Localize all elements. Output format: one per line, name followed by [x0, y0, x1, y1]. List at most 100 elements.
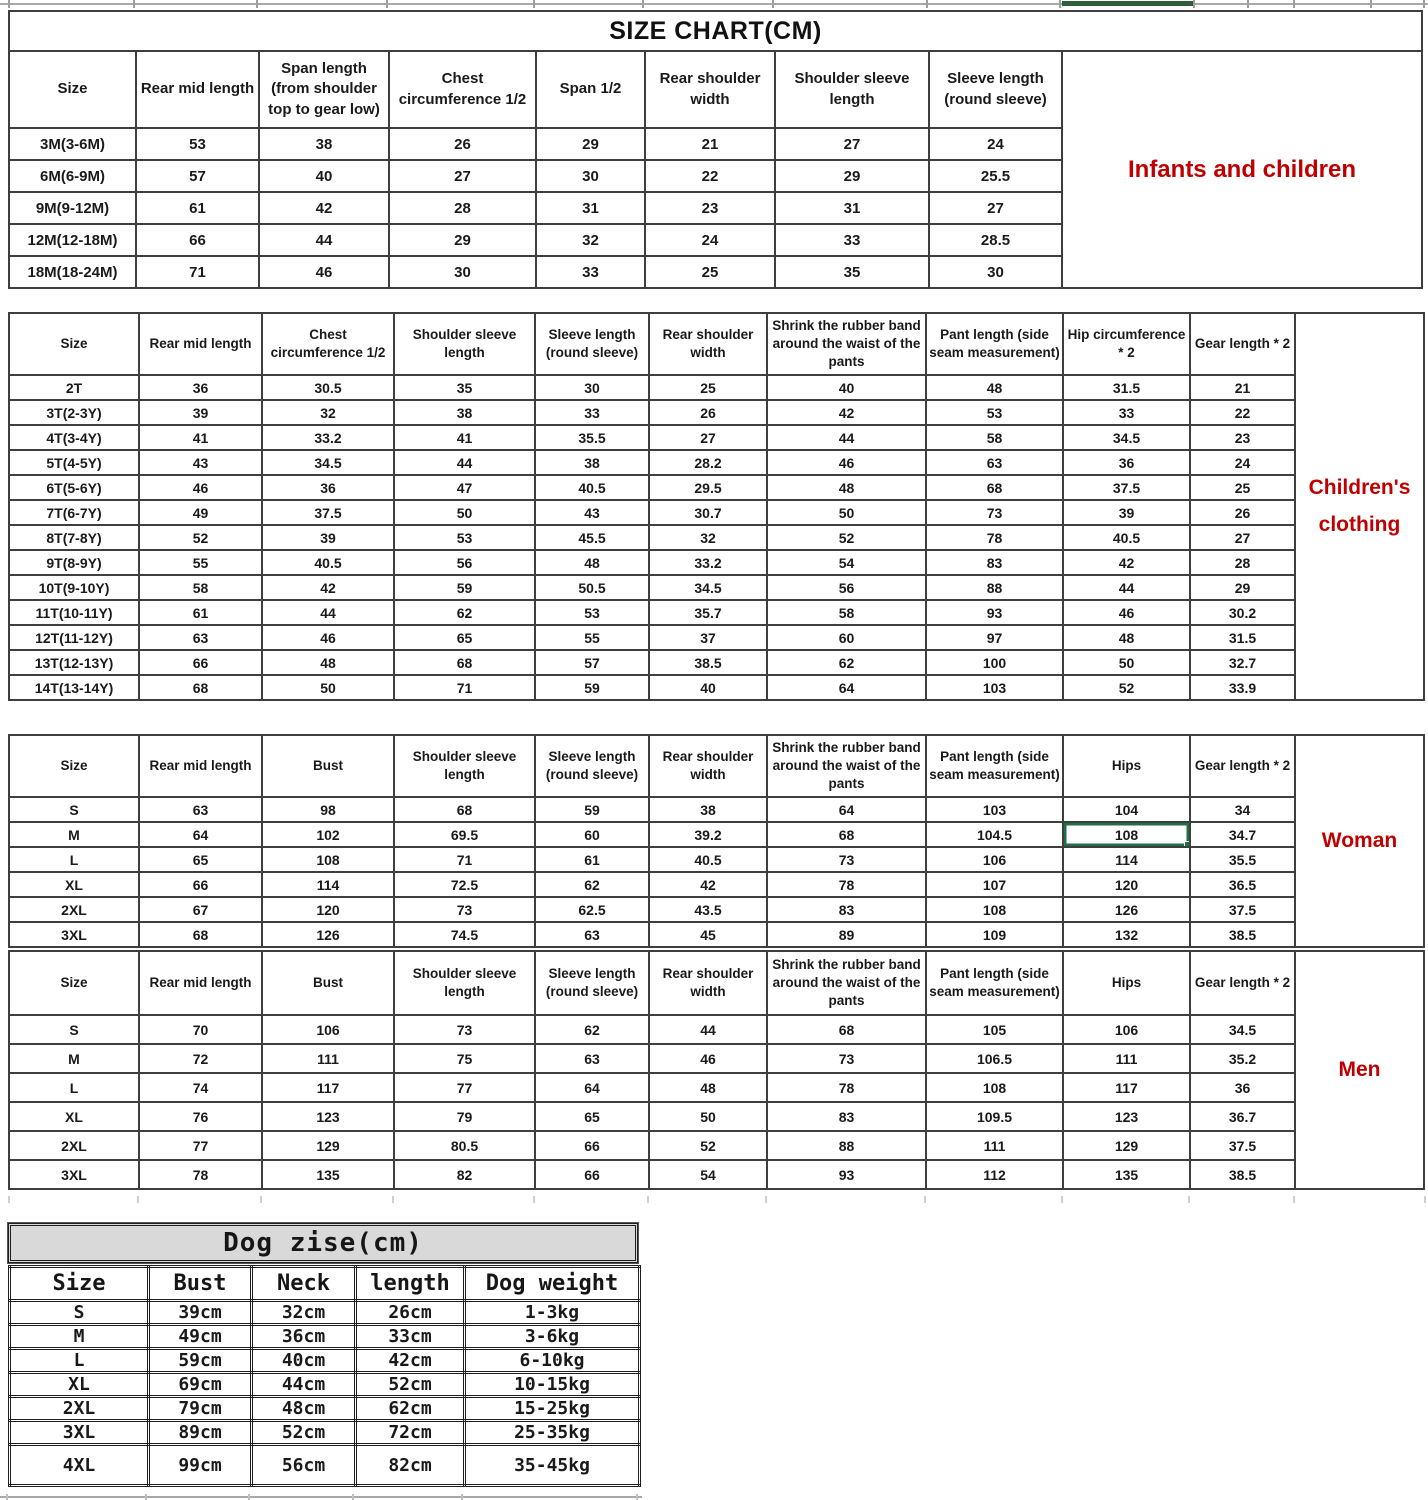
value-cell: 40cm — [250, 1347, 357, 1374]
value-cell: 44 — [261, 599, 395, 626]
value-cell: 38.5 — [648, 649, 768, 676]
gridline-tick — [533, 0, 535, 8]
value-cell: 37.5 — [261, 499, 395, 526]
value-cell: 21 — [644, 127, 776, 161]
table-row: S 70 106 73 62 44 68 105 106 34.5 — [8, 1014, 1296, 1045]
value-cell: 32 — [648, 524, 768, 551]
value-cell: 111 — [925, 1130, 1064, 1161]
table-row: S 63 98 68 59 38 64 103 104 34 — [8, 796, 1296, 823]
value-cell: 36 — [261, 474, 395, 501]
selected-cell: 108 — [1062, 821, 1191, 848]
size-cell: XL — [8, 1371, 150, 1398]
value-cell: 71 — [135, 255, 260, 289]
value-cell: 69.5 — [393, 821, 536, 848]
value-cell: 53 — [135, 127, 260, 161]
value-cell: 45 — [648, 921, 768, 948]
value-cell: 106.5 — [925, 1043, 1064, 1074]
value-cell: 120 — [261, 896, 395, 923]
value-cell: 40 — [766, 374, 927, 401]
value-cell: 32 — [535, 223, 646, 257]
table-row: 4T(3-4Y) 41 33.2 41 35.5 27 44 58 34.5 23 — [8, 424, 1296, 451]
value-cell: 50 — [766, 499, 927, 526]
value-cell: 74.5 — [393, 921, 536, 948]
value-cell: 105 — [925, 1014, 1064, 1045]
value-cell: 29 — [1189, 574, 1296, 601]
column-header: Span 1/2 — [535, 50, 646, 129]
size-cell: 9T(8-9Y) — [8, 549, 140, 576]
value-cell: 53 — [534, 599, 650, 626]
size-cell: 6M(6-9M) — [8, 159, 137, 193]
gridline-tick — [145, 1494, 147, 1500]
value-cell: 70 — [138, 1014, 263, 1045]
value-cell: 60 — [534, 821, 650, 848]
column-header: length — [354, 1265, 466, 1302]
value-cell: 61 — [534, 846, 650, 873]
value-cell: 106 — [261, 1014, 395, 1045]
value-cell: 77 — [393, 1072, 536, 1103]
value-cell: 31 — [535, 191, 646, 225]
value-cell: 54 — [766, 549, 927, 576]
children-table-container: Size Rear mid length Chest circumference 1… — [8, 312, 1296, 701]
value-cell: 10-15kg — [463, 1371, 641, 1398]
value-cell: 40 — [258, 159, 390, 193]
gridline-tick — [1188, 1196, 1190, 1203]
value-cell: 27 — [388, 159, 537, 193]
value-cell: 65 — [138, 846, 263, 873]
value-cell: 48 — [534, 549, 650, 576]
size-cell: 10T(9-10Y) — [8, 574, 140, 601]
infants-table: Size Rear mid length Span length (from sho… — [8, 50, 1063, 289]
value-cell: 76 — [138, 1101, 263, 1132]
gridline-tick — [642, 0, 644, 8]
value-cell: 72cm — [354, 1419, 466, 1446]
value-cell: 34.5 — [648, 574, 768, 601]
size-cell: L — [8, 846, 140, 873]
value-cell: 65 — [393, 624, 536, 651]
value-cell: 83 — [925, 549, 1064, 576]
value-cell: 100 — [925, 649, 1064, 676]
woman-table-container: Size Rear mid length Bust Shoulder sleeve l… — [8, 734, 1296, 948]
table-row: 12M(12-18M) 66 44 29 32 24 33 28.5 — [8, 223, 1063, 257]
value-cell: 98 — [261, 796, 395, 823]
column-header: Rear shoulder width — [648, 734, 768, 798]
sheet-top-gridline-strip — [0, 0, 1428, 9]
value-cell: 28.5 — [928, 223, 1063, 257]
column-header: Pant length (side seam measurement) — [925, 734, 1064, 798]
value-cell: 64 — [766, 674, 927, 701]
value-cell: 89 — [766, 921, 927, 948]
value-cell: 36 — [1189, 1072, 1296, 1103]
value-cell: 40.5 — [261, 549, 395, 576]
value-cell: 56 — [766, 574, 927, 601]
column-header: Shrink the rubber band around the waist … — [766, 950, 927, 1016]
value-cell: 46 — [648, 1043, 768, 1074]
value-cell: 111 — [261, 1043, 395, 1074]
value-cell: 30.5 — [261, 374, 395, 401]
value-cell: 120 — [1062, 871, 1191, 898]
table-row: M 64 102 69.5 60 39.2 68 104.5 108 34.7 — [8, 821, 1296, 848]
column-header: Shoulder sleeve length — [393, 312, 536, 376]
green-cell-fragment — [1062, 1, 1193, 6]
value-cell: 15-25kg — [463, 1395, 641, 1422]
value-cell: 35-45kg — [463, 1443, 641, 1487]
column-header: Rear mid length — [135, 50, 260, 129]
value-cell: 31.5 — [1062, 374, 1191, 401]
value-cell: 88 — [925, 574, 1064, 601]
value-cell: 69cm — [147, 1371, 253, 1398]
gridline-tick — [133, 0, 135, 8]
value-cell: 67 — [138, 896, 263, 923]
value-cell: 30 — [535, 159, 646, 193]
value-cell: 40 — [648, 674, 768, 701]
size-cell: 3XL — [8, 1159, 140, 1190]
value-cell: 68 — [393, 649, 536, 676]
size-cell: 3XL — [8, 921, 140, 948]
dog-table: Size Bust Neck length Dog weight S 39cm 32cm 26c… — [8, 1265, 641, 1487]
value-cell: 123 — [261, 1101, 395, 1132]
value-cell: 28.2 — [648, 449, 768, 476]
value-cell: 3-6kg — [463, 1323, 641, 1350]
table-row: L 74 117 77 64 48 78 108 117 36 — [8, 1072, 1296, 1103]
value-cell: 44 — [1062, 574, 1191, 601]
value-cell: 37.5 — [1189, 896, 1296, 923]
gridline-tick — [1293, 0, 1295, 8]
value-cell: 75 — [393, 1043, 536, 1074]
value-cell: 56 — [393, 549, 536, 576]
value-cell: 33.2 — [261, 424, 395, 451]
